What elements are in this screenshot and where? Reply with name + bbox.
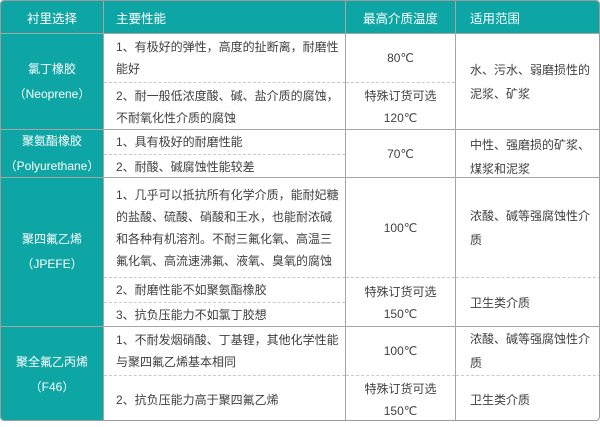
scope-cell: 浓酸、碱等强腐蚀性介质 卫生类介质 — [456, 178, 599, 327]
temp-note: 特殊订货可选 — [364, 381, 437, 396]
header-cell-max-temp: 最高介质温度 — [346, 1, 456, 33]
material-name: 氯丁橡胶 — [27, 61, 76, 76]
temp-value: 80℃ — [387, 51, 414, 65]
temp-block: 70℃ — [346, 130, 455, 177]
scope-cell: 水、污水、弱磨损性的泥浆、矿浆 — [456, 34, 599, 129]
material-row-neoprene: 氯丁橡胶 （Neoprene） 1、有极好的弹性，高度的扯断离，耐磨性能好 2、… — [1, 33, 599, 129]
perf-item: 3、抗负压能力不如氯丁胶想 — [104, 302, 345, 327]
scope-text: 卫生类介质 — [456, 277, 599, 327]
performance-cell: 1、有极好的弹性，高度的扯断离，耐磨性能好 2、耐一般低浓度酸、碱、盐介质的腐蚀… — [104, 34, 346, 129]
header-label-performance: 主要性能 — [116, 11, 167, 26]
scope-cell: 中性、强磨损的矿浆、煤浆和泥浆 — [456, 130, 599, 177]
perf-item: 2、抗负压能力高于聚四氟乙烯 — [104, 375, 345, 420]
temp-block: 特殊订货可选 150℃ — [346, 277, 455, 327]
material-name: 聚氨酯橡胶 — [21, 133, 82, 148]
material-cell: 聚全氟乙丙烯 （F46） — [1, 327, 104, 420]
material-cell: 氯丁橡胶 （Neoprene） — [1, 34, 104, 129]
material-subname: （F46） — [29, 379, 75, 394]
performance-cell: 1、几乎可以抵抗所有化学介质，能耐妃糖的盐酸、硫酸、硝酸和王水，也能耐浓碱和各种… — [104, 178, 346, 326]
temp-value: 150℃ — [383, 403, 418, 418]
header-cell-lining: 衬里选择 — [1, 1, 104, 33]
material-subname: （Neoprene） — [13, 86, 91, 101]
header-label-max-temp: 最高介质温度 — [362, 11, 438, 26]
perf-item: 1、具有极好的耐磨性能 — [116, 135, 243, 149]
header-label-lining: 衬里选择 — [26, 11, 77, 26]
scope-text: 中性、强磨损的矿浆、煤浆和泥浆 — [470, 138, 591, 176]
perf-item: 1、有极好的弹性，高度的扯断离，耐磨性能好 — [116, 40, 339, 76]
perf-item: 2、耐一般低浓度酸、碱、盐介质的腐蚀，不耐氧化性介质的腐蚀 — [104, 82, 345, 130]
temp-note: 特殊订货可选 — [364, 284, 437, 299]
scope-text: 浓酸、碱等强腐蚀性介质 — [470, 332, 591, 370]
performance-cell: 1、不耐发烟硝酸、丁基锂，其他化学性能与聚四氟乙烯基本相同 2、抗负压能力高于聚… — [104, 327, 346, 420]
temp-note: 特殊订货可选 — [364, 88, 437, 103]
temp-block: 特殊订货可选 150℃ — [346, 375, 455, 420]
temp-value: 70℃ — [387, 146, 414, 161]
temp-cell: 100℃ 特殊订货可选 150℃ — [346, 178, 456, 326]
perf-item: 1、不耐发烟硝酸、丁基锂，其他化学性能与聚四氟乙烯基本相同 — [116, 333, 339, 369]
material-row-ptfe: 聚四氟乙烯 （JPEFE） 1、几乎可以抵抗所有化学介质，能耐妃糖的盐酸、硫酸、… — [1, 177, 599, 326]
scope-text: 卫生类介质 — [456, 375, 599, 420]
temp-value: 150℃ — [383, 306, 418, 321]
scope-cell: 浓酸、碱等强腐蚀性介质 卫生类介质 — [456, 327, 599, 420]
temp-value: 120℃ — [383, 110, 418, 125]
material-cell: 聚四氟乙烯 （JPEFE） — [1, 178, 104, 326]
temp-block: 特殊订货可选 120℃ — [346, 82, 455, 130]
temp-value: 100℃ — [383, 344, 418, 358]
temp-value: 100℃ — [383, 220, 418, 235]
header-cell-scope: 适用范围 — [456, 1, 599, 33]
performance-cell: 1、具有极好的耐磨性能 2、耐酸、碱腐蚀性能较差 — [104, 130, 346, 177]
temp-cell: 80℃ 特殊订货可选 120℃ — [346, 34, 456, 129]
table-header-row: 衬里选择 主要性能 最高介质温度 适用范围 — [1, 1, 599, 33]
scope-text: 浓酸、碱等强腐蚀性介质 — [470, 208, 591, 247]
material-row-polyurethane: 聚氨酯橡胶 （Polyurethane） 1、具有极好的耐磨性能 2、耐酸、碱腐… — [1, 129, 599, 177]
temp-block: 100℃ — [346, 327, 455, 375]
perf-item: 2、耐磨性能不如聚氨酯橡胶 — [104, 277, 345, 302]
material-name: 聚全氟乙丙烯 — [15, 354, 88, 369]
material-name: 聚四氟乙烯 — [21, 232, 82, 246]
material-subname: （JPEFE） — [21, 257, 83, 271]
material-row-f46: 聚全氟乙丙烯 （F46） 1、不耐发烟硝酸、丁基锂，其他化学性能与聚四氟乙烯基本… — [1, 326, 599, 420]
header-label-scope: 适用范围 — [470, 11, 521, 26]
temp-cell: 100℃ 特殊订货可选 150℃ — [346, 327, 456, 420]
temp-block: 100℃ — [346, 178, 455, 277]
temp-cell: 70℃ — [346, 130, 456, 177]
perf-item: 2、耐酸、碱腐蚀性能较差 — [104, 154, 345, 178]
scope-text: 水、污水、弱磨损性的泥浆、矿浆 — [470, 62, 591, 101]
material-subname: （Polyurethane） — [4, 158, 100, 173]
header-cell-performance: 主要性能 — [104, 1, 346, 33]
temp-block: 80℃ — [346, 34, 455, 82]
material-cell: 聚氨酯橡胶 （Polyurethane） — [1, 130, 104, 177]
perf-item: 1、几乎可以抵抗所有化学介质，能耐妃糖的盐酸、硫酸、硝酸和王水，也能耐浓碱和各种… — [116, 187, 339, 268]
